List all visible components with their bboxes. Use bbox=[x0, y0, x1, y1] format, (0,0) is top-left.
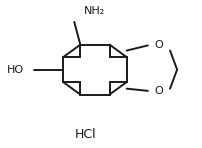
Text: O: O bbox=[153, 40, 162, 50]
Text: O: O bbox=[153, 86, 162, 96]
Text: HCl: HCl bbox=[74, 128, 96, 141]
Text: NH₂: NH₂ bbox=[84, 6, 105, 16]
Text: HO: HO bbox=[7, 65, 24, 75]
